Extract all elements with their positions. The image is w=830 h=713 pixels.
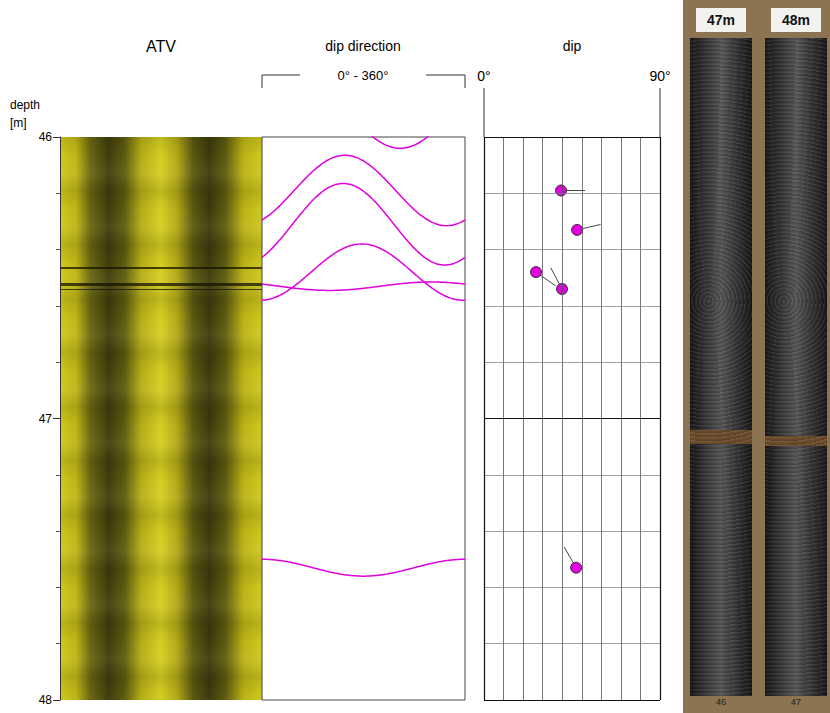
svg-text:dip: dip	[563, 38, 582, 54]
svg-text:depth: depth	[10, 98, 40, 112]
svg-text:46: 46	[39, 130, 53, 144]
html-text:48m: 48m	[782, 12, 810, 28]
svg-text:[m]: [m]	[10, 116, 27, 130]
svg-text:dip direction: dip direction	[325, 38, 401, 54]
svg-text:ATV: ATV	[146, 38, 176, 55]
svg-text:90°: 90°	[649, 68, 670, 84]
html-text:46: 46	[716, 697, 726, 707]
html-text:47: 47	[791, 697, 801, 707]
svg-text:0°: 0°	[477, 68, 490, 84]
svg-text:0° - 360°: 0° - 360°	[338, 68, 389, 83]
svg-text:48: 48	[39, 693, 53, 707]
html-text:47m: 47m	[707, 12, 735, 28]
svg-text:47: 47	[39, 412, 53, 426]
